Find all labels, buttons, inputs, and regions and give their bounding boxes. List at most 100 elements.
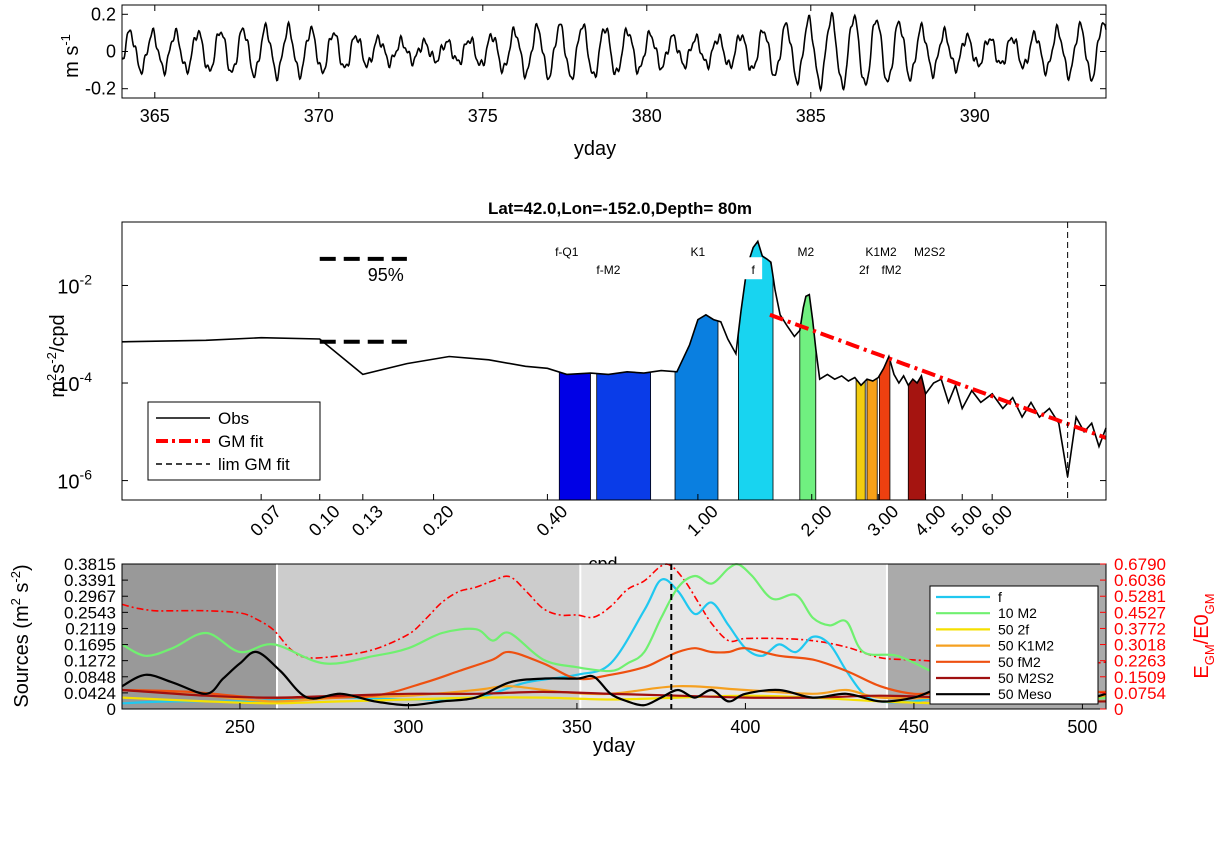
p3-y2tick-label: 0.5281 — [1114, 587, 1166, 606]
p2-annotation: M2S2 — [914, 245, 946, 259]
p2-gm-fit-line — [769, 312, 1107, 440]
p2-legend: Obs GM fit lim GM fit — [147, 401, 321, 481]
p2-xtick-label: 0.40 — [533, 501, 572, 540]
p3-ytick-label: 0.0848 — [64, 668, 116, 687]
p2-legend-box — [147, 401, 321, 481]
p3-xtick-label: 250 — [225, 717, 255, 737]
p3-xtick-label: 450 — [899, 717, 929, 737]
p3-y2tick-label: 0.4527 — [1114, 603, 1166, 622]
p1-xtick-label: 385 — [796, 106, 826, 126]
p1-series-line — [121, 11, 1107, 93]
p1-ytick-label: -0.2 — [85, 79, 116, 99]
p3-ytick-label: 0.2543 — [64, 603, 116, 622]
p2-legend-label: Obs — [218, 409, 249, 428]
p2-xtick-label: 0.13 — [348, 501, 387, 540]
p2-annotation: K1M2 — [865, 245, 897, 259]
sources-panel: 250 300 350 400 450 50000.04240.08480.12720.1… — [8, 555, 1217, 757]
p2-band — [596, 371, 652, 501]
p2-xtick-label: 5.00 — [947, 501, 986, 540]
p3-legend-label: 50 M2S2 — [998, 670, 1054, 686]
p3-ylabel: Sources (m2 s-2) — [8, 564, 33, 707]
p2-annotation: fM2 — [881, 263, 901, 277]
p2-xtick-label: 2.00 — [797, 501, 836, 540]
p2-legend-label: GM fit — [218, 432, 264, 451]
p1-xtick-label: 380 — [632, 106, 662, 126]
p3-ytick-label: 0.3815 — [64, 555, 116, 574]
p3-legend-label: 10 M2 — [998, 605, 1037, 621]
p2-band — [855, 378, 866, 501]
p2-ci-label: 95% — [368, 265, 404, 285]
p3-legend-label: 50 K1M2 — [998, 638, 1054, 654]
p3-xtick-label: 500 — [1067, 717, 1097, 737]
p3-ytick-label: 0.1695 — [64, 636, 116, 655]
p2-ytick-label: 10-4 — [57, 369, 92, 396]
p1-xtick-label: 370 — [304, 106, 334, 126]
p2-annotation: f — [751, 263, 755, 277]
p2-xtick-label: 4.00 — [911, 501, 950, 540]
p2-annotation: 2f — [859, 263, 870, 277]
p3-ytick-label: 0.2119 — [65, 619, 116, 638]
p3-y2tick-label: 0.3018 — [1114, 636, 1166, 655]
p3-y2label: EGM/E0GM — [1191, 593, 1217, 678]
p3-y2tick-label: 0.6036 — [1114, 571, 1166, 590]
p3-ytick-label: 0.0424 — [64, 684, 116, 703]
p2-ytick-label: 10-6 — [57, 467, 92, 494]
p3-legend-label: 50 2f — [998, 621, 1029, 637]
p3-shade-region — [580, 564, 887, 709]
p2-xtick-label: 0.07 — [246, 501, 285, 540]
p3-axes-box — [121, 563, 1107, 710]
p2-legend-label: lim GM fit — [218, 455, 290, 474]
p2-annotation: f-M2 — [596, 263, 620, 277]
p1-ylabel: m s-1 — [58, 34, 83, 78]
p2-obs-line — [121, 239, 1107, 477]
p3-y2tick-label: 0.3772 — [1114, 619, 1166, 638]
p3-ytick-label: 0 — [107, 700, 116, 719]
p3-ytick-label: 0.1272 — [64, 652, 116, 671]
p3-y2tick-label: 0.1509 — [1114, 668, 1166, 687]
p3-legend-label: f — [998, 589, 1002, 605]
p3-xtick-label: 300 — [393, 717, 423, 737]
p2-xtick-label: 0.20 — [419, 501, 458, 540]
p3-xtick-label: 350 — [562, 717, 592, 737]
spectrum-panel: Lat=42.0,Lon=-152.0,Depth= 80m 95% f-Q1 f-… — [44, 199, 1107, 574]
p3-series-line — [121, 650, 1107, 707]
p1-axes-box — [121, 4, 1107, 99]
p1-ytick-label: 0.2 — [91, 4, 116, 24]
p2-annotation: M2 — [798, 245, 815, 259]
p2-xtick-label: 1.00 — [683, 501, 722, 540]
p1-xtick-label: 390 — [960, 106, 990, 126]
p3-ytick-label: 0.3391 — [64, 571, 116, 590]
p3-y2tick-label: 0.2263 — [1114, 652, 1166, 671]
p2-band — [878, 356, 891, 501]
p2-band — [558, 371, 591, 501]
p3-legend-label: 50 fM2 — [998, 654, 1041, 670]
p2-band — [866, 377, 878, 501]
p2-annotation-box — [744, 257, 763, 280]
p2-annotation: K1 — [691, 245, 706, 259]
p3-y2tick-label: 0.6790 — [1114, 555, 1166, 574]
p3-ytick-label: 0.2967 — [64, 587, 116, 606]
p1-ytick-label: 0 — [106, 42, 116, 62]
p1-xtick-label: 365 — [140, 106, 170, 126]
p1-xlabel: yday — [574, 138, 616, 160]
p2-title: Lat=42.0,Lon=-152.0,Depth= 80m — [488, 199, 752, 218]
p2-annotation: f-Q1 — [555, 245, 579, 259]
p3-shade-region — [277, 564, 581, 709]
p3-series-line — [121, 563, 1107, 701]
p2-band — [674, 314, 719, 501]
p2-ytick-label: 10-2 — [57, 271, 92, 298]
p1-xtick-label: 375 — [468, 106, 498, 126]
velocity-timeseries-panel: 365 370 375 380 385 390 -0.2 0 0.2 yday m s-1 — [58, 4, 1107, 160]
p2-band — [907, 375, 927, 501]
p2-xtick-label: 6.00 — [977, 501, 1016, 540]
p2-xtick-label: 3.00 — [863, 501, 902, 540]
p3-y2tick-label: 0 — [1114, 700, 1123, 719]
p3-y2tick-label: 0.0754 — [1114, 684, 1166, 703]
p2-band — [737, 241, 774, 501]
p2-axes-box — [121, 221, 1107, 501]
p3-legend-label: 50 Meso — [998, 686, 1052, 702]
p3-xtick-label: 400 — [730, 717, 760, 737]
p2-ylabel: m2s-2/cpd — [44, 314, 69, 397]
